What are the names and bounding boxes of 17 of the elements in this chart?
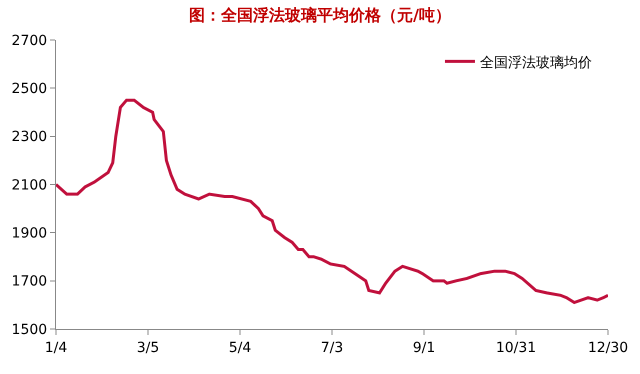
- x-tick-label: 9/1: [412, 340, 436, 356]
- legend-label: 全国浮法玻璃均价: [480, 54, 592, 71]
- y-tick-label: 2700: [12, 32, 48, 49]
- x-tick-label: 1/4: [44, 340, 68, 356]
- chart-title: 图：全国浮法玻璃平均价格（元/吨）: [189, 6, 451, 25]
- y-tick-label: 2300: [12, 129, 48, 146]
- line-series: [56, 98, 608, 304]
- y-tick-label: 1900: [12, 226, 48, 242]
- y-tick-label: 2100: [12, 177, 48, 194]
- y-tick-label: 2500: [12, 81, 48, 98]
- x-tick-label: 5/4: [228, 340, 252, 356]
- y-tick-label: 1700: [12, 274, 48, 290]
- y-tick-label: 1500: [12, 322, 48, 338]
- x-tick-label: 12/30: [588, 340, 628, 356]
- x-tick-label: 10/31: [496, 340, 536, 356]
- x-tick-label: 3/5: [136, 340, 160, 356]
- x-tick-label: 7/3: [320, 340, 344, 356]
